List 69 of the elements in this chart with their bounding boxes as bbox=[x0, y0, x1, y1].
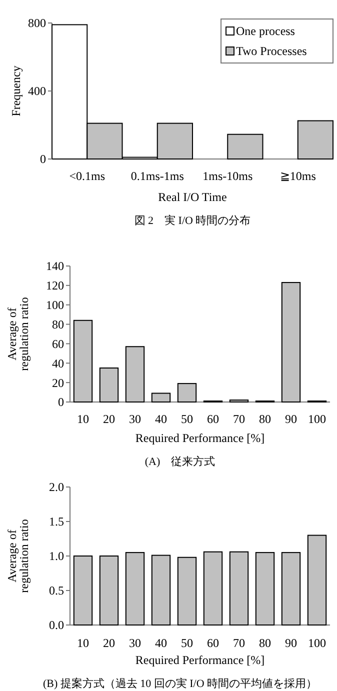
x-tick-label: 40 bbox=[155, 636, 167, 650]
y-tick-label: 1.5 bbox=[49, 514, 64, 529]
x-tick-label: <0.1ms bbox=[69, 169, 106, 184]
x-tick-label: 60 bbox=[207, 636, 219, 650]
x-tick-label: 100 bbox=[308, 412, 326, 426]
y-axis-title: Average of regulation ratio bbox=[5, 297, 32, 371]
y-axis-title: Frequency bbox=[9, 66, 24, 116]
x-tick-label: ≧10ms bbox=[280, 169, 316, 184]
x-tick-label: 0.1ms-1ms bbox=[130, 169, 184, 184]
y-tick-label: 60 bbox=[52, 336, 64, 351]
bar bbox=[281, 282, 301, 402]
y-tick-label: 140 bbox=[46, 259, 64, 274]
bar bbox=[73, 556, 93, 626]
x-tick-label: 90 bbox=[285, 412, 297, 426]
x-axis-title: Required Performance [%] bbox=[135, 431, 265, 446]
bar bbox=[99, 556, 119, 626]
x-tick-label: 70 bbox=[233, 636, 245, 650]
x-tick-label: 10 bbox=[77, 636, 89, 650]
caption: 図 2 実 I/O 時間の分布 bbox=[134, 214, 251, 227]
y-tick-label: 400 bbox=[28, 84, 46, 98]
y-tick-label: 20 bbox=[52, 376, 64, 390]
bar bbox=[229, 551, 249, 626]
bar bbox=[73, 320, 93, 402]
x-tick-label: 100 bbox=[308, 636, 326, 650]
y-tick-label: 120 bbox=[46, 278, 64, 293]
bar bbox=[125, 552, 145, 626]
x-tick-label: 70 bbox=[233, 412, 245, 426]
text: (A) 従来方式 bbox=[144, 454, 216, 468]
bar bbox=[203, 551, 223, 626]
bar bbox=[307, 534, 327, 626]
y-tick-label: 1.0 bbox=[49, 549, 64, 564]
legend-label: One process bbox=[236, 24, 296, 38]
x-tick-label: 30 bbox=[129, 412, 141, 426]
text: (B) 提案方式（過去 10 回の実 I/O 時間の平均値を採用） bbox=[42, 676, 318, 690]
x-axis-title: Required Performance [%] bbox=[135, 653, 265, 668]
y-tick-label: 40 bbox=[52, 356, 64, 370]
y-tick-label: 0 bbox=[58, 395, 64, 410]
y-tick-label: 100 bbox=[46, 298, 64, 312]
bar bbox=[151, 554, 171, 626]
y-tick-label: 0 bbox=[40, 152, 46, 166]
bar bbox=[99, 368, 119, 402]
x-tick-label: 20 bbox=[103, 412, 115, 426]
x-tick-label: 80 bbox=[259, 412, 271, 426]
x-tick-label: 60 bbox=[207, 412, 219, 426]
x-tick-label: 20 bbox=[103, 636, 115, 650]
x-tick-label: 30 bbox=[129, 636, 141, 650]
bar bbox=[151, 392, 171, 402]
y-tick-label: 2.0 bbox=[49, 480, 64, 494]
bar bbox=[177, 556, 197, 626]
y-tick-label: 80 bbox=[52, 317, 64, 332]
x-tick-label: 90 bbox=[285, 636, 297, 650]
y-tick-label: 0.0 bbox=[49, 618, 64, 632]
y-tick-label: 0.5 bbox=[49, 584, 64, 598]
x-tick-label: 1ms-10ms bbox=[202, 169, 253, 184]
x-tick-label: 50 bbox=[181, 412, 193, 426]
x-axis-title: Real I/O Time bbox=[158, 190, 227, 204]
bar bbox=[297, 120, 334, 160]
bar bbox=[281, 552, 301, 626]
x-tick-label: 80 bbox=[259, 636, 271, 650]
legend-label: Two Processes bbox=[236, 44, 308, 58]
bar bbox=[255, 552, 275, 626]
bar bbox=[177, 383, 197, 402]
x-tick-label: 40 bbox=[155, 412, 167, 426]
y-tick-label: 800 bbox=[28, 16, 46, 30]
x-tick-label: 10 bbox=[77, 412, 89, 426]
y-axis-title: Average of regulation ratio bbox=[5, 519, 32, 593]
bar bbox=[125, 346, 145, 402]
x-tick-label: 50 bbox=[181, 636, 193, 650]
bar bbox=[227, 134, 264, 160]
